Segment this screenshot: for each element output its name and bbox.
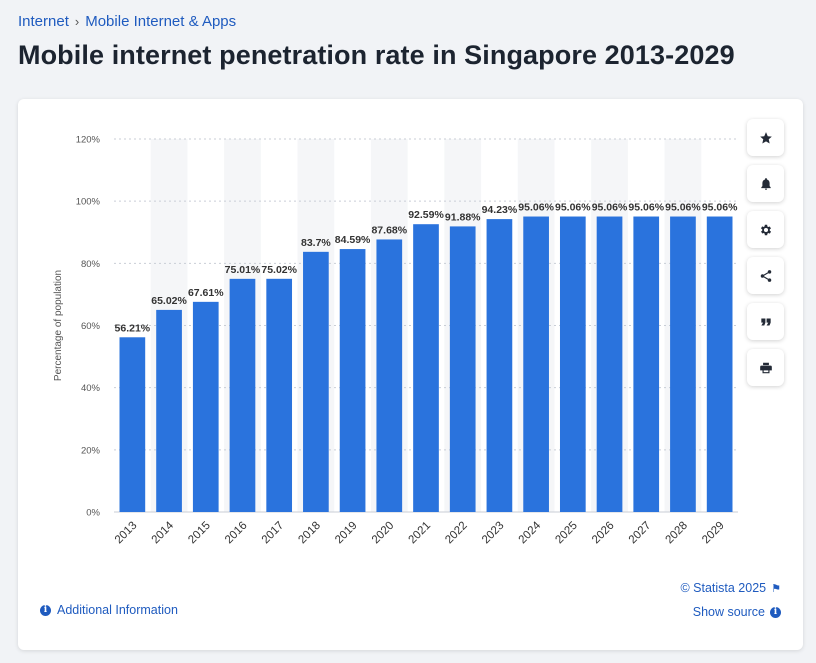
settings-button[interactable]: [747, 211, 784, 248]
data-label: 56.21%: [115, 322, 151, 334]
star-icon: [759, 131, 772, 144]
bar[interactable]: [633, 216, 660, 512]
data-label: 91.88%: [445, 211, 481, 223]
x-tick-label: 2022: [443, 520, 470, 547]
data-label: 75.02%: [261, 264, 297, 276]
gear-icon: [760, 224, 771, 235]
copyright-text: © Statista 2025: [680, 581, 767, 595]
y-tick-label: 0%: [86, 508, 100, 519]
data-label: 94.23%: [482, 204, 518, 216]
x-tick-label: 2023: [480, 520, 507, 547]
data-label: 95.06%: [592, 202, 628, 214]
bar[interactable]: [449, 226, 476, 512]
show-source-link[interactable]: Show source i: [693, 605, 781, 619]
x-tick-label: 2013: [113, 520, 140, 547]
x-tick-label: 2025: [553, 520, 580, 547]
x-tick-label: 2021: [407, 520, 434, 547]
additional-information-link[interactable]: i Additional Information: [40, 603, 178, 617]
print-icon: [759, 362, 772, 373]
show-source-text: Show source: [692, 605, 765, 619]
bell-icon: [760, 177, 771, 190]
breadcrumb-separator: ›: [74, 14, 80, 29]
flag-icon: ⚑: [771, 582, 781, 595]
favorite-button[interactable]: [747, 119, 784, 156]
data-label: 95.06%: [555, 202, 591, 214]
x-tick-label: 2026: [590, 520, 617, 547]
bar[interactable]: [229, 278, 256, 512]
data-label: 95.06%: [518, 202, 554, 214]
info-icon: i: [40, 604, 51, 616]
y-tick-label: 100%: [76, 197, 101, 208]
breadcrumb-item-internet[interactable]: Internet: [18, 13, 69, 30]
x-tick-label: 2028: [663, 520, 690, 547]
quote-icon: [760, 318, 771, 325]
data-label: 75.01%: [225, 264, 261, 276]
bar[interactable]: [119, 337, 146, 512]
data-label: 83.7%: [301, 237, 331, 249]
bar[interactable]: [670, 216, 696, 512]
data-label: 95.06%: [628, 202, 664, 214]
bar[interactable]: [596, 216, 623, 512]
x-tick-label: 2024: [517, 519, 544, 546]
data-label: 92.59%: [408, 209, 444, 221]
chart-card: 0% 20% 40% 60% 80% 100% 120% Percentage of popu…: [18, 99, 803, 650]
side-toolbar: [747, 119, 784, 386]
breadcrumb-item-mobile-internet[interactable]: Mobile Internet & Apps: [85, 13, 237, 30]
bar[interactable]: [376, 239, 403, 512]
bar[interactable]: [706, 216, 733, 512]
share-icon: [760, 269, 771, 282]
y-tick-label: 60%: [81, 321, 101, 332]
data-label: 84.59%: [335, 234, 371, 246]
y-axis-label: Percentage of population: [53, 270, 64, 381]
bar[interactable]: [266, 278, 293, 512]
data-label: 65.02%: [151, 295, 187, 307]
bar[interactable]: [303, 251, 329, 512]
y-tick-label: 20%: [81, 445, 101, 456]
x-tick-label: 2015: [186, 520, 213, 547]
x-tick-label: 2017: [260, 520, 287, 547]
breadcrumb: Internet › Mobile Internet & Apps: [18, 13, 236, 30]
y-tick-label: 120%: [76, 135, 101, 146]
info-icon: i: [770, 606, 781, 618]
y-tick-label: 40%: [81, 383, 101, 394]
statista-copyright[interactable]: © Statista 2025 ⚑: [680, 581, 781, 595]
x-tick-label: 2014: [150, 519, 177, 546]
bar[interactable]: [156, 309, 182, 512]
cite-button[interactable]: [747, 303, 784, 340]
x-tick-label: 2016: [223, 520, 250, 547]
bar[interactable]: [339, 249, 366, 512]
x-tick-label: 2029: [700, 520, 727, 547]
bar[interactable]: [413, 224, 439, 513]
data-label: 95.06%: [665, 202, 701, 214]
additional-information-text: Additional Information: [57, 603, 178, 617]
bar-chart: 0% 20% 40% 60% 80% 100% 120% Percentage of popu…: [53, 135, 738, 547]
data-label: 67.61%: [188, 287, 224, 299]
bar[interactable]: [192, 301, 219, 512]
x-tick-label: 2020: [370, 520, 397, 547]
page-title: Mobile internet penetration rate in Sing…: [18, 40, 735, 70]
print-button[interactable]: [747, 349, 784, 386]
notification-button[interactable]: [747, 165, 784, 202]
data-label: 87.68%: [371, 224, 407, 236]
bar[interactable]: [523, 216, 549, 512]
bar[interactable]: [559, 216, 586, 512]
share-button[interactable]: [747, 257, 784, 294]
x-tick-label: 2027: [627, 520, 654, 547]
y-tick-label: 80%: [81, 259, 101, 270]
x-tick-label: 2019: [333, 520, 360, 547]
data-label: 95.06%: [702, 202, 738, 214]
x-tick-label: 2018: [296, 520, 323, 547]
bar[interactable]: [486, 219, 513, 512]
